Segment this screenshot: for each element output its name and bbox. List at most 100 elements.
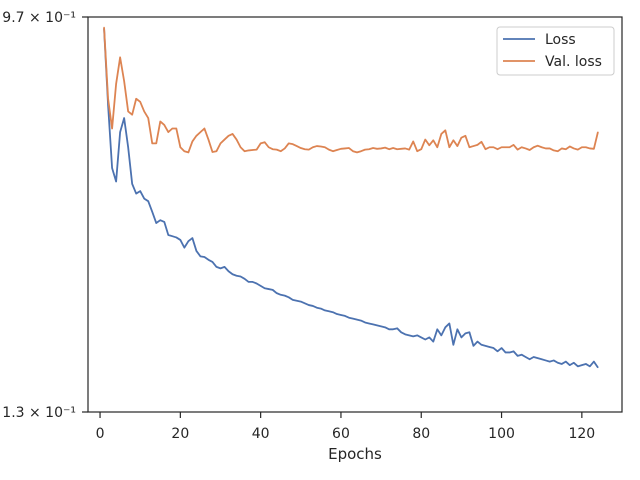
data-point xyxy=(561,147,563,150)
data-point xyxy=(508,146,511,148)
data-point xyxy=(577,365,579,367)
series-points-val-loss xyxy=(103,26,599,154)
data-point xyxy=(187,151,189,154)
data-point xyxy=(589,365,591,367)
x-tick-label: 120 xyxy=(568,426,595,442)
data-point xyxy=(324,309,326,311)
data-point xyxy=(553,359,555,362)
y-tick-label: 1.3 × 10⁻¹ xyxy=(2,405,76,421)
data-point xyxy=(312,305,314,307)
data-point xyxy=(304,148,306,150)
data-point xyxy=(488,146,491,148)
data-point xyxy=(364,149,366,151)
data-point xyxy=(135,192,137,195)
data-point xyxy=(195,135,198,137)
data-point xyxy=(207,259,210,261)
data-point xyxy=(517,355,519,357)
legend-label-loss: Loss xyxy=(545,32,576,48)
data-point xyxy=(276,292,278,294)
data-point xyxy=(456,328,458,330)
data-point xyxy=(288,142,290,144)
data-point xyxy=(239,275,242,278)
data-point xyxy=(376,324,378,326)
data-point xyxy=(123,117,125,119)
data-point xyxy=(368,148,370,150)
data-point xyxy=(444,326,446,328)
data-point xyxy=(183,150,185,152)
data-point xyxy=(376,148,378,150)
legend: Loss Val. loss xyxy=(496,26,615,76)
data-point xyxy=(320,308,322,310)
data-point xyxy=(573,362,575,364)
data-point xyxy=(384,326,386,328)
data-point xyxy=(488,346,491,348)
data-point xyxy=(340,314,342,316)
data-point xyxy=(252,149,254,151)
data-point xyxy=(252,281,254,283)
data-point xyxy=(484,148,487,150)
data-point xyxy=(272,148,274,150)
data-point xyxy=(219,142,222,144)
x-axis-ticks: 0 20 40 60 80 100 120 xyxy=(96,412,595,442)
data-point xyxy=(199,131,202,133)
data-point xyxy=(500,146,503,148)
data-point xyxy=(159,219,161,221)
data-point xyxy=(268,288,270,290)
data-point xyxy=(115,83,117,85)
data-point xyxy=(324,146,326,148)
data-point xyxy=(529,358,531,360)
data-point xyxy=(597,366,599,369)
data-point xyxy=(155,142,157,144)
data-point xyxy=(360,150,362,152)
data-point xyxy=(179,239,181,241)
data-point xyxy=(597,131,599,133)
data-point xyxy=(175,127,177,130)
data-point xyxy=(123,80,125,82)
data-point xyxy=(320,145,322,148)
data-point xyxy=(284,147,286,150)
x-axis-label: Epochs xyxy=(328,445,382,463)
data-point xyxy=(348,147,350,149)
data-point xyxy=(452,344,454,346)
data-point xyxy=(444,129,446,131)
data-point xyxy=(312,146,314,148)
data-point xyxy=(332,150,334,152)
data-point xyxy=(300,300,302,303)
data-point xyxy=(504,351,507,354)
data-point xyxy=(565,361,567,363)
data-point xyxy=(191,237,193,239)
data-point xyxy=(512,350,515,352)
data-point xyxy=(171,127,173,130)
data-point xyxy=(589,147,591,150)
data-point xyxy=(211,261,214,263)
data-point xyxy=(276,149,278,151)
data-point xyxy=(163,124,165,126)
data-point xyxy=(432,341,434,343)
data-point xyxy=(533,356,535,358)
data-point xyxy=(336,313,338,315)
data-point xyxy=(308,304,310,306)
data-point xyxy=(280,150,282,152)
data-point xyxy=(424,338,426,341)
data-point xyxy=(388,328,390,330)
data-point xyxy=(565,148,567,150)
data-point xyxy=(460,137,462,139)
data-point xyxy=(256,282,258,285)
data-point xyxy=(496,350,499,352)
data-point xyxy=(227,270,230,272)
data-point xyxy=(328,310,330,312)
data-point xyxy=(436,328,438,330)
data-point xyxy=(304,302,306,304)
data-point xyxy=(115,180,117,183)
data-point xyxy=(231,133,234,135)
data-point xyxy=(504,146,507,148)
data-point xyxy=(292,143,294,145)
data-point xyxy=(384,147,386,149)
data-point xyxy=(364,321,366,324)
data-point xyxy=(404,333,406,335)
data-point xyxy=(460,336,462,339)
data-point xyxy=(545,147,547,150)
data-point xyxy=(272,289,274,291)
data-point xyxy=(135,98,137,100)
plot-frame xyxy=(87,16,623,413)
